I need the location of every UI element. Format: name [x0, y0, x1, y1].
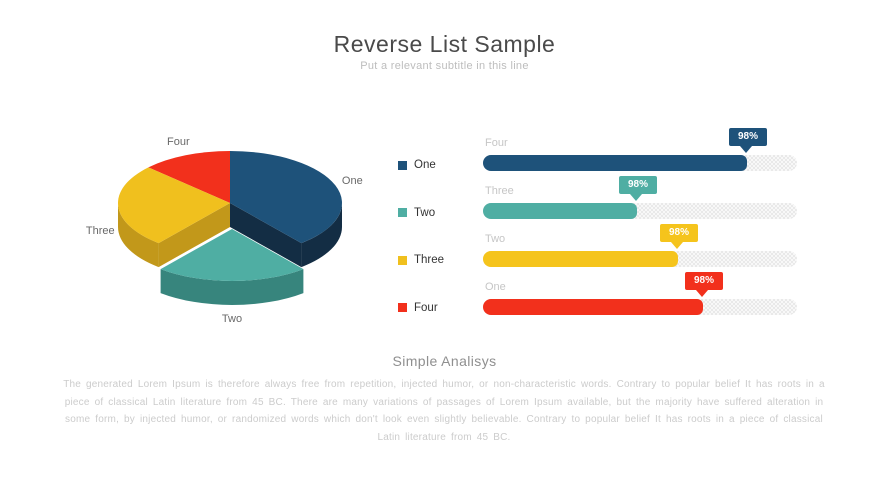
bar-track: [483, 299, 797, 315]
bar-row-four: Four 98%: [483, 128, 797, 176]
value-badge: 98%: [660, 224, 698, 249]
pie-slice-three-rim: [118, 203, 159, 268]
bar-row-three: Three 98%: [483, 176, 797, 224]
pie-slice-label-four: Four: [167, 136, 190, 149]
legend-label: Two: [414, 206, 436, 219]
pie-slice-one-rim: [301, 203, 342, 268]
legend-item-two[interactable]: Two: [398, 204, 435, 222]
bar-category-label: One: [485, 281, 506, 293]
pie-slice-two-rim: [160, 269, 304, 305]
bar-category-label: Two: [485, 233, 506, 245]
legend-label: Three: [414, 254, 445, 266]
legend-item-four[interactable]: Four: [398, 299, 438, 317]
page-title: Reverse List Sample: [333, 31, 556, 57]
pie-3d-surface: [117, 151, 342, 305]
legend-swatch-icon: [398, 255, 407, 265]
pie-slice-three: [117, 167, 230, 244]
pie-slice-one: [230, 151, 342, 244]
section-heading: Simple Analisys: [392, 353, 497, 369]
body-paragraph: The generated Lorem Ipsum is therefore a…: [63, 379, 825, 443]
bar-fill: [483, 155, 747, 171]
value-badge: 98%: [729, 128, 767, 153]
legend-swatch-icon: [398, 303, 407, 312]
progress-bar-chart: Four 98% Three 98% Two 98% One 98%: [483, 128, 797, 320]
pie-slice-label-two: Two: [221, 313, 243, 325]
page-subtitle: Put a relevant subtitle in this line: [360, 60, 529, 72]
badge-pointer-icon: [671, 242, 683, 249]
pie-slice-four: [148, 151, 230, 203]
pie-slice-one-wall: [230, 203, 302, 268]
chart-legend: One Two Three Four: [398, 156, 478, 326]
bar-track: [483, 203, 797, 219]
pie-slice-label-three: Three: [85, 225, 115, 238]
bar-fill: [483, 251, 678, 267]
pie-chart-3d: One Two Three Four: [86, 133, 395, 333]
pie-slice-two: [160, 229, 304, 281]
legend-swatch-icon: [398, 208, 407, 217]
badge-pointer-icon: [696, 290, 708, 297]
bar-track: [483, 155, 797, 171]
pie-slice-label-one: One: [341, 174, 363, 187]
pie-slice-three-wall: [158, 203, 230, 268]
legend-label: One: [414, 159, 436, 171]
bar-row-one: One 98%: [483, 272, 797, 320]
value-badge: 98%: [685, 272, 723, 297]
bar-row-two: Two 98%: [483, 224, 797, 272]
bar-fill: [483, 203, 637, 219]
legend-item-one[interactable]: One: [398, 156, 436, 174]
bar-category-label: Three: [485, 185, 514, 197]
legend-label: Four: [414, 301, 438, 314]
badge-pointer-icon: [630, 194, 642, 201]
legend-swatch-icon: [398, 160, 407, 170]
legend-item-three[interactable]: Three: [398, 251, 444, 269]
badge-pointer-icon: [740, 146, 752, 153]
bar-fill: [483, 299, 703, 315]
bar-category-label: Four: [485, 137, 508, 149]
value-badge: 98%: [619, 176, 657, 201]
bar-track: [483, 251, 797, 267]
